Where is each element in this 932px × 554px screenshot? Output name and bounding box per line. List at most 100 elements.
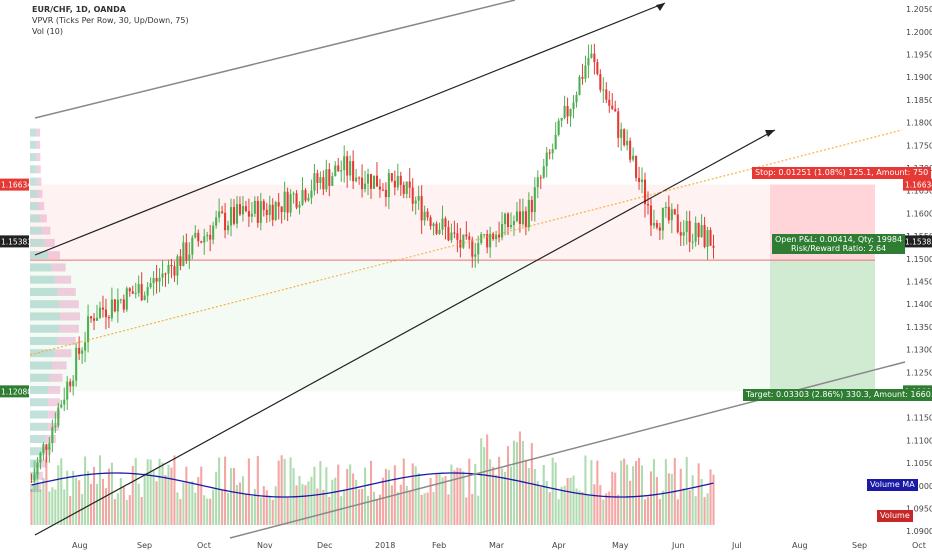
vpvr-bar-down bbox=[48, 410, 61, 419]
volume-bar bbox=[119, 478, 122, 525]
vpvr-bar-down bbox=[37, 471, 43, 480]
candle-body bbox=[441, 218, 444, 230]
vpvr-bar-down bbox=[54, 349, 72, 358]
vpvr-bar-down bbox=[49, 373, 63, 382]
candle-body bbox=[635, 155, 638, 178]
volume-bar bbox=[453, 470, 456, 525]
volume-bar bbox=[575, 488, 578, 525]
candle-body bbox=[155, 278, 158, 282]
candle-body bbox=[489, 233, 492, 248]
vpvr-bar-up bbox=[30, 202, 39, 211]
volume-bar bbox=[426, 492, 429, 525]
price-tick-label: 1.15000 bbox=[906, 255, 932, 264]
symbol-title[interactable]: EUR/CHF, 1D, OANDA bbox=[32, 5, 126, 14]
volume-bar bbox=[316, 488, 319, 525]
candle-body bbox=[655, 222, 658, 228]
volume-bar bbox=[706, 493, 709, 525]
volume-tag[interactable]: Volume bbox=[877, 510, 913, 522]
volume-bar bbox=[191, 481, 194, 525]
volume-bar bbox=[676, 499, 679, 525]
candle-body bbox=[265, 209, 268, 216]
volume-bar bbox=[623, 458, 626, 525]
vpvr-bar-up bbox=[30, 177, 37, 186]
candle-body bbox=[167, 264, 170, 274]
candle-body bbox=[66, 381, 69, 400]
volume-bar bbox=[250, 496, 253, 525]
vpvr-bar-up bbox=[30, 300, 60, 309]
candle-body bbox=[536, 177, 539, 188]
target-badge[interactable]: Target: 0.03303 (2.86%) 330.3, Amount: 1… bbox=[743, 389, 932, 401]
vpvr-bar-down bbox=[37, 189, 43, 198]
volume-bar bbox=[569, 477, 572, 525]
volume-bar bbox=[337, 464, 340, 525]
volume-bar bbox=[572, 475, 575, 525]
volume-ma-tag[interactable]: Volume MA bbox=[867, 479, 918, 491]
volume-bar bbox=[486, 434, 489, 525]
candle-body bbox=[626, 140, 629, 146]
volume-bar bbox=[92, 466, 96, 525]
volume-bar bbox=[489, 459, 492, 525]
candle-body bbox=[116, 299, 119, 312]
candle-body bbox=[602, 89, 605, 91]
volume-indicator-label[interactable]: Vol (10) bbox=[32, 27, 63, 36]
open-pl-badge[interactable]: Open P&L: 0.00414, Qty: 19984 Risk/Rewar… bbox=[772, 234, 906, 254]
volume-bar bbox=[554, 462, 557, 525]
candle-body bbox=[411, 187, 414, 204]
vpvr-bar-down bbox=[36, 128, 41, 137]
candle-body bbox=[423, 211, 426, 221]
volume-bar bbox=[617, 494, 620, 525]
volume-bar bbox=[429, 478, 432, 525]
vpvr-bar-down bbox=[39, 459, 47, 468]
volume-bar bbox=[146, 459, 149, 525]
volume-bar bbox=[587, 494, 590, 525]
vpvr-bar-up bbox=[30, 324, 60, 333]
candle-body bbox=[113, 299, 116, 312]
candle-body bbox=[271, 204, 274, 220]
volume-bar bbox=[661, 490, 664, 525]
candle-body bbox=[361, 177, 364, 190]
candle-body bbox=[238, 204, 242, 215]
candle-body bbox=[164, 273, 167, 275]
time-tick-label: Oct bbox=[197, 541, 211, 550]
vpvr-bar-up bbox=[30, 385, 49, 394]
time-tick-label: Jun bbox=[671, 541, 685, 550]
arrowhead-icon bbox=[765, 130, 775, 137]
candle-body bbox=[95, 317, 99, 321]
stop-badge[interactable]: Stop: 0.01251 (1.08%) 125.1, Amount: 750 bbox=[752, 167, 932, 179]
candle-body bbox=[224, 212, 227, 231]
candle-body bbox=[146, 287, 149, 296]
candle-body bbox=[355, 177, 358, 182]
candle-body bbox=[381, 189, 384, 191]
volume-bar bbox=[375, 498, 379, 525]
volume-bar bbox=[626, 464, 629, 525]
volume-bar bbox=[194, 492, 197, 525]
price-tick-label: 1.11000 bbox=[906, 436, 932, 445]
volume-bar bbox=[465, 497, 468, 525]
channel-bottom-line bbox=[34, 129, 776, 536]
price-tick-label: 1.09500 bbox=[906, 504, 932, 513]
volume-bar bbox=[599, 485, 602, 525]
candle-body bbox=[620, 129, 623, 138]
candle-body bbox=[700, 225, 703, 237]
volume-bar bbox=[498, 456, 501, 525]
volume-bar bbox=[221, 490, 224, 525]
candle-body bbox=[646, 204, 650, 206]
volume-bar bbox=[325, 467, 328, 525]
candle-body bbox=[30, 481, 33, 483]
volume-bar bbox=[593, 484, 596, 525]
candle-body bbox=[712, 245, 715, 248]
volume-bar bbox=[709, 469, 712, 525]
candle-body bbox=[670, 209, 673, 221]
volume-bar bbox=[95, 483, 99, 525]
volume-bar bbox=[584, 455, 587, 525]
volume-bar bbox=[137, 483, 140, 525]
vpvr-bar-up bbox=[30, 189, 38, 198]
volume-bar bbox=[524, 459, 527, 525]
price-tick-label: 1.14000 bbox=[906, 300, 932, 309]
volume-bar bbox=[602, 499, 605, 525]
volume-bar bbox=[649, 471, 653, 525]
volume-bar bbox=[635, 461, 638, 525]
vpvr-indicator-label[interactable]: VPVR (Ticks Per Row, 30, Up/Down, 75) bbox=[32, 16, 189, 25]
